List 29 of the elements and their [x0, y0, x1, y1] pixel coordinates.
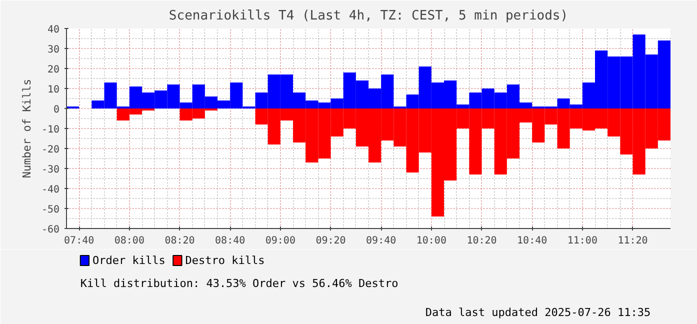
y-tick-label: 20: [47, 64, 60, 76]
y-tick-label: 40: [47, 24, 60, 36]
y-tick-label: 10: [47, 84, 60, 96]
x-tick-label: 11:00: [567, 236, 598, 246]
x-tick-label: 07:40: [64, 236, 94, 246]
y-tick-label: -60: [41, 224, 60, 236]
x-tick-label: 09:40: [366, 236, 396, 246]
text: Kill distribution: 43.53% Order vs 56.46% Destro: [80, 277, 398, 290]
y-axis-title: Number of Kills: [20, 78, 34, 178]
text: Data last updated 2025-07-26 11:35: [425, 306, 651, 319]
legend-label: Order kills: [92, 254, 166, 267]
x-tick-label: 10:40: [517, 236, 548, 246]
x-tick-label: 11:20: [618, 236, 648, 246]
y-tick-label: -30: [41, 164, 60, 176]
x-tick-label: 09:20: [316, 236, 346, 246]
x-tick-label: 10:20: [466, 236, 497, 246]
chart-title: Scenariokills T4 (Last 4h, TZ: CEST, 5 min periods): [168, 8, 568, 24]
x-tick-label: 09:00: [265, 236, 296, 246]
y-tick-label: -20: [41, 144, 60, 156]
x-tick-label: 08:40: [215, 236, 246, 246]
y-tick-label: -40: [41, 184, 60, 196]
x-tick-label: 08:00: [114, 236, 144, 246]
y-tick-label: 30: [47, 44, 60, 56]
x-tick-label: 10:00: [416, 236, 446, 246]
x-tick-label: 08:20: [164, 236, 195, 246]
y-tick-label: -50: [41, 204, 60, 216]
y-tick-label: 0: [53, 104, 60, 116]
legend-label: Destro kills: [185, 254, 265, 267]
y-tick-label: -10: [41, 124, 60, 136]
